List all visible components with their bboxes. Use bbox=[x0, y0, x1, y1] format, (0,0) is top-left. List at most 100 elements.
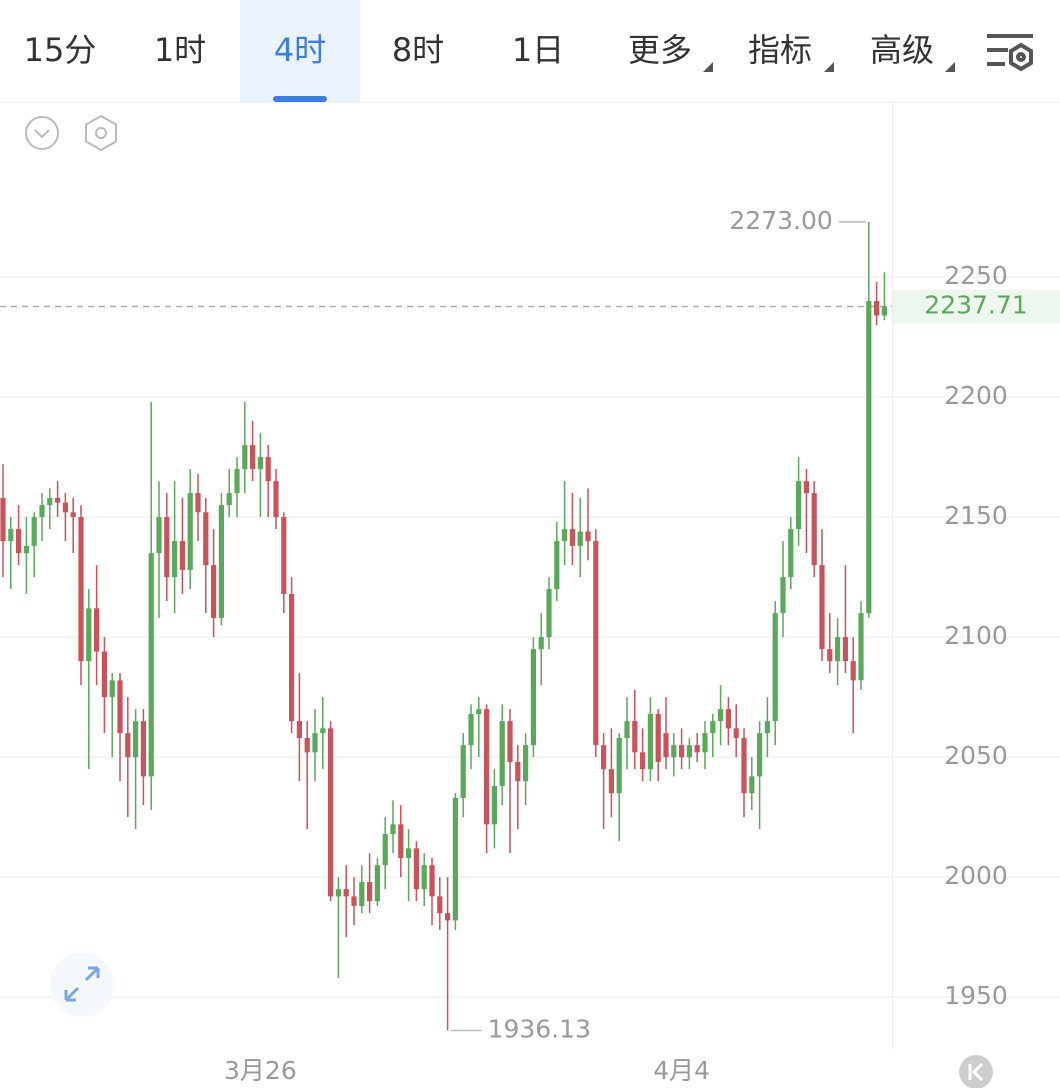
candle-body bbox=[842, 637, 848, 662]
tab[interactable]: 15分 bbox=[24, 31, 97, 69]
candle-body bbox=[382, 833, 388, 866]
annotation-label: 1936.13 bbox=[488, 1014, 591, 1043]
candle-body bbox=[484, 709, 490, 825]
candle-body bbox=[351, 896, 357, 906]
candle-body bbox=[733, 728, 739, 738]
candle-body bbox=[702, 733, 708, 753]
last-price-label: 2237.71 bbox=[924, 291, 1027, 320]
tab[interactable]: 4时 bbox=[274, 31, 326, 69]
tab[interactable]: 1时 bbox=[154, 31, 206, 69]
candle-body bbox=[515, 761, 521, 782]
tab[interactable]: 8时 bbox=[392, 31, 444, 69]
candle-body bbox=[406, 848, 412, 858]
candle-body bbox=[507, 721, 513, 762]
candle-body bbox=[679, 745, 685, 758]
candle-body bbox=[125, 733, 131, 758]
candle-body bbox=[156, 517, 162, 554]
candle-body bbox=[257, 457, 263, 470]
candle-body bbox=[624, 721, 630, 738]
x-tick-label: 3月26 bbox=[224, 1056, 297, 1085]
candle-body bbox=[499, 721, 505, 786]
y-tick-label: 2250 bbox=[944, 261, 1008, 290]
tab-indicator bbox=[273, 96, 327, 102]
candle-body bbox=[764, 721, 770, 734]
candle-body bbox=[858, 613, 864, 681]
candle-body bbox=[273, 481, 279, 518]
candle-body bbox=[725, 709, 731, 729]
y-tick-label: 2150 bbox=[944, 501, 1008, 530]
candle-body bbox=[195, 493, 201, 513]
settings-icon[interactable] bbox=[987, 34, 1033, 72]
collapse-button[interactable] bbox=[25, 116, 59, 150]
candle-body bbox=[296, 721, 302, 738]
candle-body bbox=[663, 733, 669, 758]
candle-body bbox=[585, 531, 591, 542]
candle-body bbox=[788, 529, 794, 578]
candle-body bbox=[133, 721, 139, 758]
candle-body bbox=[741, 737, 747, 794]
hex-dot bbox=[95, 127, 107, 139]
y-tick-label: 2100 bbox=[944, 621, 1008, 650]
candle-body bbox=[328, 728, 334, 897]
candle-body bbox=[640, 752, 646, 770]
candle-body bbox=[616, 737, 622, 794]
candle-body bbox=[70, 512, 76, 518]
expand-button[interactable] bbox=[50, 953, 114, 1017]
candle-body bbox=[320, 728, 326, 734]
hex-button[interactable] bbox=[85, 114, 117, 152]
y-tick-label: 2050 bbox=[944, 741, 1008, 770]
candle-body bbox=[39, 505, 45, 518]
candle-body bbox=[47, 497, 53, 506]
candle-body bbox=[304, 737, 310, 753]
candle-body bbox=[803, 481, 809, 494]
candle-body bbox=[827, 649, 833, 662]
candle-body bbox=[772, 613, 778, 722]
tools bbox=[25, 114, 117, 152]
candle-body bbox=[211, 565, 217, 618]
candle-body bbox=[398, 824, 404, 858]
candle-body bbox=[593, 541, 599, 746]
candle-body bbox=[16, 529, 22, 554]
y-tick-label: 2000 bbox=[944, 861, 1008, 890]
candle-body bbox=[445, 913, 451, 921]
candle-body bbox=[866, 301, 872, 614]
scroll-end-button[interactable] bbox=[959, 1055, 993, 1089]
candle-body bbox=[55, 497, 61, 503]
candle-body bbox=[250, 445, 256, 470]
candle-body bbox=[218, 505, 224, 618]
dropdown-arrows bbox=[703, 62, 955, 72]
candle-body bbox=[203, 512, 209, 566]
candle-body bbox=[546, 589, 552, 638]
candle-body bbox=[530, 649, 536, 746]
tab[interactable]: 指标 bbox=[748, 31, 812, 69]
chevron bbox=[34, 129, 50, 139]
candle-body bbox=[23, 545, 29, 554]
candle-body bbox=[8, 529, 14, 542]
candle-body bbox=[187, 493, 193, 570]
tab[interactable]: 高级 bbox=[870, 31, 934, 69]
candle-body bbox=[335, 889, 341, 897]
candle-body bbox=[62, 502, 68, 513]
candle-body bbox=[757, 733, 763, 777]
candle-body bbox=[460, 745, 466, 798]
candle-body bbox=[390, 824, 396, 834]
tab[interactable]: 1日 bbox=[512, 31, 564, 69]
candle-body bbox=[109, 680, 115, 698]
candle-body bbox=[437, 896, 443, 914]
candle-body bbox=[523, 745, 529, 782]
x-tick-label: 4月4 bbox=[653, 1056, 710, 1085]
candle-body bbox=[835, 637, 841, 662]
y-tick-label: 1950 bbox=[944, 981, 1008, 1010]
candle-body bbox=[850, 661, 856, 681]
candle-body bbox=[819, 565, 825, 650]
candle-body bbox=[94, 608, 100, 652]
candle-body bbox=[179, 541, 185, 570]
candle-body bbox=[476, 709, 482, 714]
tab[interactable]: 更多 bbox=[628, 31, 692, 69]
candle-body bbox=[749, 776, 755, 794]
candle-body bbox=[601, 745, 607, 770]
candle-body bbox=[242, 445, 248, 470]
candle-body bbox=[289, 593, 295, 722]
candle-body bbox=[796, 481, 802, 530]
